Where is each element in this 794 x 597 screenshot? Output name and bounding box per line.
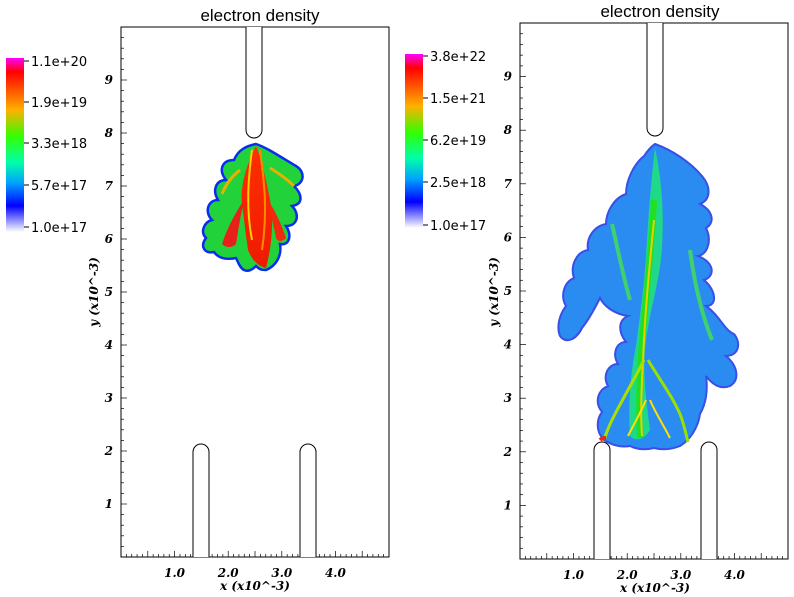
y-tick-label: 6: [105, 232, 114, 246]
y-tick-label: 2: [503, 445, 512, 459]
left-colorbar: [6, 58, 24, 232]
right-colorbar-label-2: 6.2e+19: [430, 134, 486, 149]
y-tick-label: 3: [504, 391, 512, 405]
left-bottom-electrode-2: [299, 443, 317, 557]
left-colorbar-label-3: 5.7e+17: [31, 179, 87, 194]
x-tick-label: 2.0: [217, 566, 240, 580]
left-streamer: [201, 142, 304, 273]
left-y-axis-label: y (x10^-3): [87, 257, 101, 328]
left-colorbar-label-4: 1.0e+17: [31, 221, 87, 236]
left-colorbar-ticks: [24, 60, 29, 228]
y-tick-label: 3: [105, 391, 113, 405]
left-top-electrode: [245, 27, 263, 139]
right-panel: electron density 1.0 2.0 3.0 4.0 1 2 3 4 5 6 7 8 9: [405, 2, 789, 595]
x-tick-label: 4.0: [724, 568, 746, 582]
left-x-axis-label: x (x10^-3): [219, 579, 290, 593]
y-tick-label: 4: [105, 338, 113, 352]
right-streamer: [557, 142, 740, 451]
x-tick-label: 2.0: [616, 568, 639, 582]
y-tick-label: 2: [104, 444, 113, 458]
y-tick-label: 8: [105, 126, 114, 140]
left-axis-ticks: 1.0 2.0 3.0 4.0 1 2 3 4 5 6 7 8 9: [104, 26, 390, 580]
left-colorbar-label-1: 1.9e+19: [31, 96, 87, 111]
y-tick-label: 5: [105, 285, 113, 299]
left-bottom-electrode-1: [192, 443, 210, 557]
right-axis-ticks: 1.0 2.0 3.0 4.0 1 2 3 4 5 6 7 8 9: [503, 22, 789, 582]
y-tick-label: 6: [504, 230, 513, 244]
left-colorbar-label-2: 3.3e+18: [31, 137, 87, 152]
right-title: electron density: [600, 2, 720, 21]
left-panel: electron density 1.0 2.0 3.0 4.0 1 2 3 4 5 6 7 8 9: [6, 6, 390, 593]
x-tick-label: 4.0: [325, 566, 347, 580]
y-tick-label: 9: [504, 70, 513, 84]
y-tick-label: 1: [105, 497, 113, 511]
right-colorbar-ticks: [423, 55, 428, 226]
x-tick-label: 1.0: [164, 566, 186, 580]
left-colorbar-label-0: 1.1e+20: [31, 55, 87, 70]
right-x-axis-label: x (x10^-3): [619, 581, 690, 595]
right-colorbar-label-0: 3.8e+22: [430, 50, 486, 65]
x-tick-label: 3.0: [670, 568, 692, 582]
right-bottom-electrode-2: [700, 441, 718, 559]
right-top-electrode: [646, 23, 664, 137]
y-tick-label: 1: [504, 498, 512, 512]
y-tick-label: 7: [105, 179, 114, 193]
right-colorbar-label-4: 1.0e+17: [430, 219, 486, 234]
right-colorbar: [405, 54, 423, 228]
right-y-axis-label: y (x10^-3): [487, 257, 501, 328]
right-colorbar-label-3: 2.5e+18: [430, 176, 486, 191]
right-bottom-electrode-1: [593, 441, 611, 559]
y-tick-label: 4: [504, 338, 512, 352]
x-tick-label: 1.0: [563, 568, 585, 582]
x-tick-label: 3.0: [271, 566, 293, 580]
y-tick-label: 8: [504, 123, 513, 137]
y-tick-label: 9: [105, 73, 114, 87]
right-colorbar-label-1: 1.5e+21: [430, 92, 486, 107]
y-tick-label: 7: [504, 177, 513, 191]
y-tick-label: 5: [504, 284, 512, 298]
left-title: electron density: [200, 6, 320, 25]
